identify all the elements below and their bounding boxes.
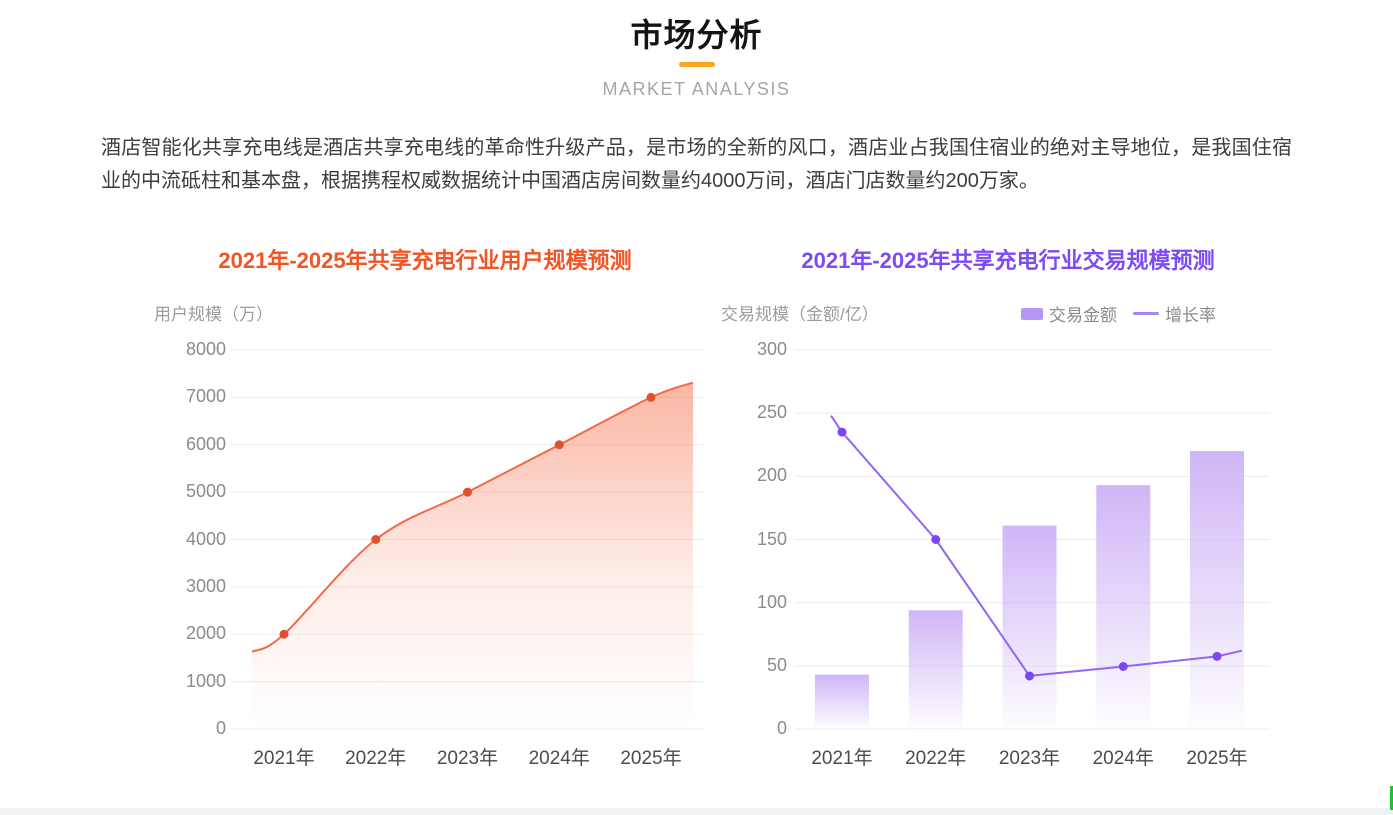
user-scale-point-2025年: [646, 392, 656, 402]
user-scale-point-2022年: [371, 535, 381, 544]
transaction-bar-2025年: [1190, 451, 1244, 729]
growth-rate-point-2021年: [837, 427, 847, 437]
transaction-scale-bar-chart: [795, 349, 1270, 730]
title-underline: [678, 62, 715, 67]
left-y-tick-label: 7000: [185, 386, 226, 407]
user-scale-area-chart: [231, 349, 705, 730]
legend-item-transaction-amount[interactable]: 交易金额: [1021, 301, 1117, 326]
growth-rate-point-2025年: [1212, 651, 1222, 661]
user-scale-point-2021年: [279, 629, 289, 639]
user-scale-point-2023年: [463, 487, 472, 497]
right-y-axis-title: 交易规模（金额/亿）: [721, 305, 879, 324]
section-divider: [0, 808, 1393, 815]
legend-item-growth-rate[interactable]: 增长率: [1133, 301, 1216, 326]
right-chart-legend: 交易金额 增长率: [1021, 301, 1216, 326]
scrollbar-thumb[interactable]: [1390, 786, 1393, 810]
transaction-bar-2023年: [1002, 525, 1057, 729]
right-chart-title: 2021年-2025年共享充电行业交易规模预测: [801, 248, 1215, 273]
left-y-tick-label: 5000: [185, 481, 226, 502]
left-y-tick-label: 6000: [185, 433, 226, 454]
left-chart-title: 2021年-2025年共享充电行业用户规模预测: [218, 248, 632, 273]
user-scale-area-fill: [252, 382, 693, 729]
growth-rate-point-2024年: [1118, 661, 1128, 671]
bar-swatch-icon: [1021, 307, 1043, 320]
transaction-bar-2022年: [908, 610, 963, 729]
page-subtitle: MARKET ANALYSIS: [602, 79, 791, 99]
left-y-tick-label: 0: [215, 718, 226, 738]
left-y-axis-title: 用户规模（万）: [154, 305, 273, 324]
growth-rate-point-2023年: [1025, 671, 1034, 681]
growth-rate-point-2022年: [931, 535, 941, 544]
user-scale-point-2024年: [554, 440, 564, 450]
left-y-tick-label: 3000: [185, 575, 226, 596]
left-y-tick-label: 4000: [185, 528, 226, 549]
left-y-tick-label: 2000: [185, 623, 226, 644]
legend-label: 增长率: [1165, 306, 1216, 325]
transaction-bar-2024年: [1096, 485, 1151, 729]
transaction-bar-2021年: [815, 674, 869, 729]
left-y-tick-label: 8000: [185, 339, 226, 359]
left-y-tick-label: 1000: [185, 670, 226, 691]
page-title: 市场分析: [630, 17, 763, 53]
intro-paragraph: 酒店智能化共享充电线是酒店共享充电线的革命性升级产品，是市场的全新的风口，酒店业…: [101, 137, 1292, 192]
legend-label: 交易金额: [1049, 306, 1117, 325]
line-swatch-icon: [1133, 312, 1159, 315]
